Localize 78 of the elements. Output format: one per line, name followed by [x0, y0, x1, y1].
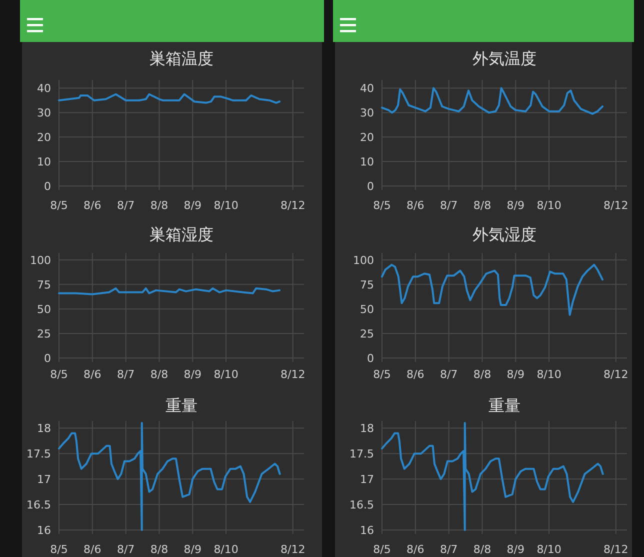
x-tick-label: 8/9	[184, 543, 202, 556]
y-tick-label: 30	[37, 106, 51, 120]
x-tick-label: 8/9	[184, 199, 202, 212]
y-tick-label: 16	[37, 524, 51, 537]
x-tick-label: 8/6	[84, 199, 102, 212]
chart-title: 重量	[166, 396, 198, 415]
x-tick-label: 8/9	[184, 368, 202, 381]
y-tick-label: 10	[360, 156, 374, 169]
x-tick-label: 8/5	[50, 543, 68, 556]
x-tick-label: 8/7	[116, 543, 135, 556]
y-tick-label: 0	[367, 180, 374, 193]
y-tick-label: 0	[367, 352, 374, 365]
x-tick-label: 8/7	[116, 199, 135, 212]
x-tick-label: 8/7	[440, 199, 458, 212]
y-tick-label: 0	[44, 352, 51, 365]
x-tick-label: 8/10	[214, 199, 238, 212]
y-tick-label: 0	[44, 180, 51, 193]
y-tick-label: 20	[360, 131, 374, 144]
y-tick-label: 17.5	[26, 448, 51, 461]
y-tick-label: 17	[37, 473, 51, 486]
x-tick-label: 8/8	[150, 199, 168, 212]
y-tick-label: 17.5	[350, 448, 374, 461]
chart-title: 巣箱温度	[150, 49, 214, 68]
y-tick-label: 18	[360, 422, 374, 436]
x-tick-label: 8/6	[406, 543, 424, 556]
x-tick-label: 8/10	[536, 543, 562, 556]
y-tick-label: 50	[37, 302, 51, 316]
x-tick-label: 8/6	[406, 199, 424, 212]
x-tick-label: 8/6	[406, 368, 424, 381]
y-tick-label: 30	[360, 106, 374, 120]
x-tick-label: 8/12	[604, 368, 628, 381]
x-tick-label: 8/12	[280, 199, 306, 212]
x-tick-label: 8/10	[214, 543, 238, 556]
y-tick-label: 20	[37, 131, 51, 144]
x-tick-label: 8/9	[506, 368, 524, 381]
chart-title: 巣箱湿度	[150, 225, 214, 244]
y-tick-label: 17	[360, 473, 374, 486]
y-tick-label: 16.5	[26, 498, 51, 512]
y-tick-label: 50	[360, 302, 374, 316]
y-tick-label: 75	[37, 278, 51, 292]
x-tick-label: 8/8	[150, 543, 168, 556]
x-tick-label: 8/8	[473, 543, 492, 556]
x-tick-label: 8/7	[440, 543, 458, 556]
x-tick-label: 8/7	[440, 368, 458, 381]
x-tick-label: 8/10	[536, 368, 562, 381]
x-tick-label: 8/6	[84, 368, 102, 381]
x-tick-label: 8/6	[84, 543, 102, 556]
x-tick-label: 8/5	[50, 199, 68, 212]
y-tick-label: 16.5	[350, 498, 374, 512]
x-tick-label: 8/12	[280, 543, 306, 556]
x-tick-label: 8/12	[604, 543, 628, 556]
y-tick-label: 75	[360, 278, 374, 292]
x-tick-label: 8/5	[50, 368, 68, 381]
chart-title: 重量	[488, 396, 520, 415]
x-tick-label: 8/7	[116, 368, 135, 381]
x-tick-label: 8/8	[473, 199, 492, 212]
y-tick-label: 25	[37, 327, 51, 340]
y-tick-label: 40	[360, 82, 374, 96]
x-tick-label: 8/10	[536, 199, 562, 212]
y-tick-label: 25	[360, 327, 374, 340]
y-tick-label: 16	[360, 524, 374, 537]
x-tick-label: 8/10	[214, 368, 238, 381]
y-tick-label: 18	[37, 422, 51, 436]
y-tick-label: 10	[37, 156, 51, 169]
y-tick-label: 40	[37, 82, 51, 96]
x-tick-label: 8/12	[280, 368, 306, 381]
x-tick-label: 8/8	[473, 368, 492, 381]
y-tick-label: 100	[353, 254, 374, 267]
x-tick-label: 8/5	[373, 543, 391, 556]
x-tick-label: 8/8	[150, 368, 168, 381]
x-tick-label: 8/5	[373, 199, 391, 212]
x-tick-label: 8/12	[604, 199, 628, 212]
chart-title: 外気温度	[472, 49, 536, 68]
y-tick-label: 100	[30, 254, 51, 267]
x-tick-label: 8/9	[506, 543, 524, 556]
chart-title: 外気湿度	[472, 225, 536, 244]
x-tick-label: 8/9	[506, 199, 524, 212]
x-tick-label: 8/5	[373, 368, 391, 381]
